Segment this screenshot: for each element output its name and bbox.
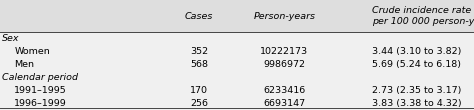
Bar — [0, 32, 474, 110]
Text: 6233416: 6233416 — [263, 86, 306, 95]
Text: Person-years: Person-years — [254, 12, 315, 21]
Text: 9986972: 9986972 — [264, 60, 305, 69]
Text: 352: 352 — [190, 47, 208, 56]
Bar — [0, 0, 474, 32]
Text: Crude incidence rate (95% CI)
per 100 000 person-years: Crude incidence rate (95% CI) per 100 00… — [372, 6, 474, 26]
Text: 3.83 (3.38 to 4.32): 3.83 (3.38 to 4.32) — [372, 99, 462, 108]
Text: Sex: Sex — [2, 34, 20, 43]
Text: 5.69 (5.24 to 6.18): 5.69 (5.24 to 6.18) — [372, 60, 461, 69]
Text: 170: 170 — [190, 86, 208, 95]
Text: 6693147: 6693147 — [264, 99, 305, 108]
Text: Cases: Cases — [185, 12, 213, 21]
Text: 256: 256 — [190, 99, 208, 108]
Text: 568: 568 — [190, 60, 208, 69]
Text: Women: Women — [14, 47, 50, 56]
Text: Men: Men — [14, 60, 34, 69]
Text: 2.73 (2.35 to 3.17): 2.73 (2.35 to 3.17) — [372, 86, 462, 95]
Text: 10222173: 10222173 — [260, 47, 309, 56]
Text: 1996–1999: 1996–1999 — [14, 99, 67, 108]
Text: 1991–1995: 1991–1995 — [14, 86, 67, 95]
Text: Calendar period: Calendar period — [2, 73, 78, 82]
Text: 3.44 (3.10 to 3.82): 3.44 (3.10 to 3.82) — [372, 47, 462, 56]
